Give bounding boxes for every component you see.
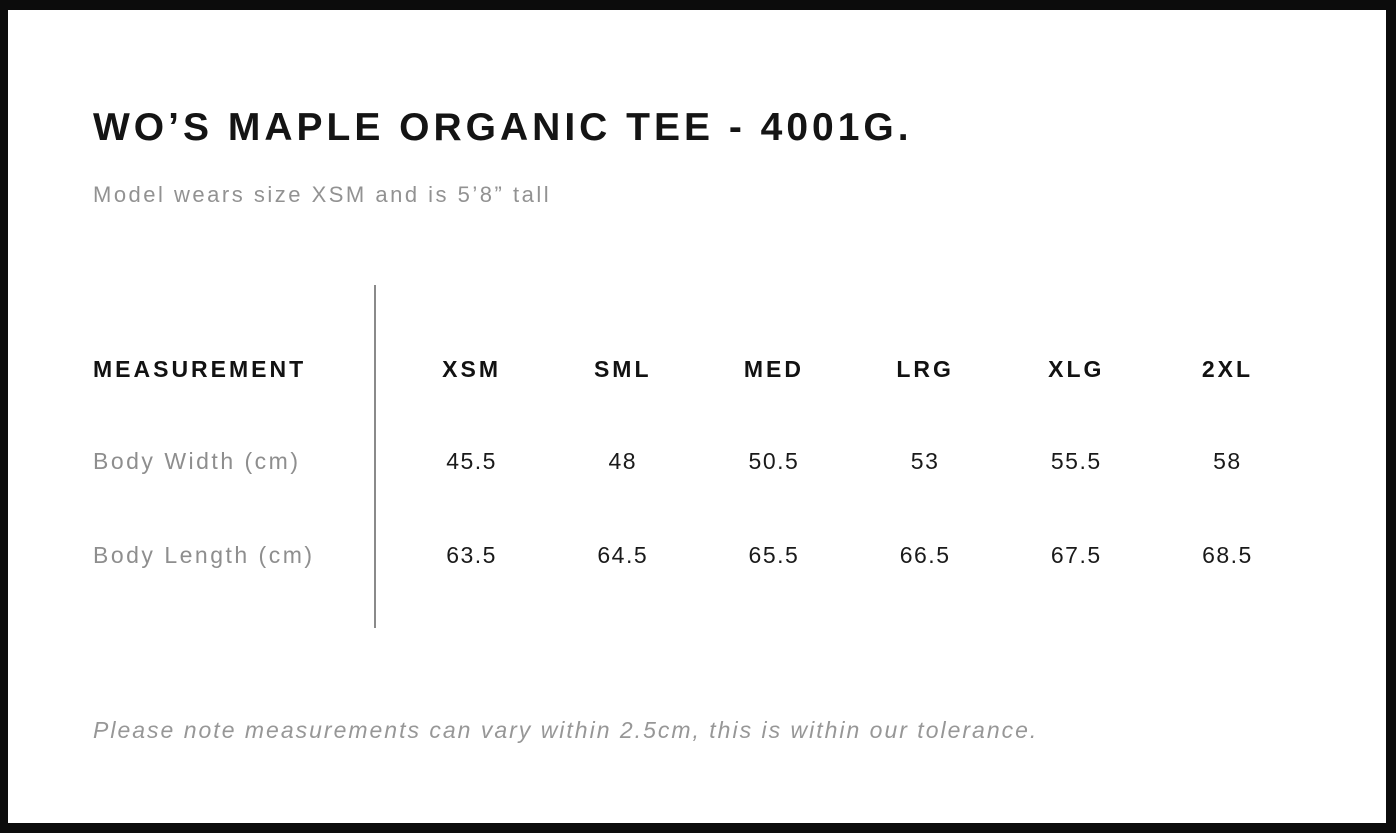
size-header-xlg: XLG [1048,355,1105,382]
size-chart-table: MEASUREMENT XSM SML MED LRG XLG 2XL Body… [93,285,1303,628]
body-length-lrg: 66.5 [899,541,951,568]
column-divider [374,285,376,628]
body-length-values: 63.5 64.5 65.5 66.5 67.5 68.5 [374,542,1303,569]
body-length-xlg: 67.5 [1050,541,1102,568]
measurement-column-header: MEASUREMENT [93,355,307,382]
body-length-2xl: 68.5 [1202,541,1253,568]
size-header-med: MED [743,355,804,382]
size-header-sml: SML [593,355,652,382]
tolerance-note: Please note measurements can vary within… [93,717,1039,743]
table-row-body-length: Body Length (cm) 63.5 64.5 65.5 66.5 67.… [93,535,1303,575]
row-label-body-width: Body Width (cm) [93,447,301,474]
size-header-lrg: LRG [896,355,954,382]
body-width-2xl: 58 [1213,447,1242,474]
body-width-xlg: 55.5 [1050,447,1102,474]
body-length-xsm: 63.5 [446,541,497,568]
body-width-values: 45.5 48 50.5 53 55.5 58 [374,448,1303,475]
table-row-body-width: Body Width (cm) 45.5 48 50.5 53 55.5 58 [93,441,1303,481]
size-header-xsm: XSM [442,355,501,382]
size-header-cells: XSM SML MED LRG XLG 2XL [374,356,1303,383]
body-width-med: 50.5 [748,447,800,474]
page-title: WO’S MAPLE ORGANIC TEE - 4001G. [93,106,913,149]
body-length-med: 65.5 [748,541,800,568]
body-width-lrg: 53 [910,447,940,474]
size-header-2xl: 2XL [1201,355,1254,382]
size-header-row: MEASUREMENT XSM SML MED LRG XLG 2XL [93,349,1303,389]
body-width-sml: 48 [608,447,638,474]
body-width-xsm: 45.5 [446,447,497,474]
body-length-sml: 64.5 [597,541,649,568]
model-size-info: Model wears size XSM and is 5’8” tall [93,182,552,207]
row-label-body-length: Body Length (cm) [93,541,315,568]
